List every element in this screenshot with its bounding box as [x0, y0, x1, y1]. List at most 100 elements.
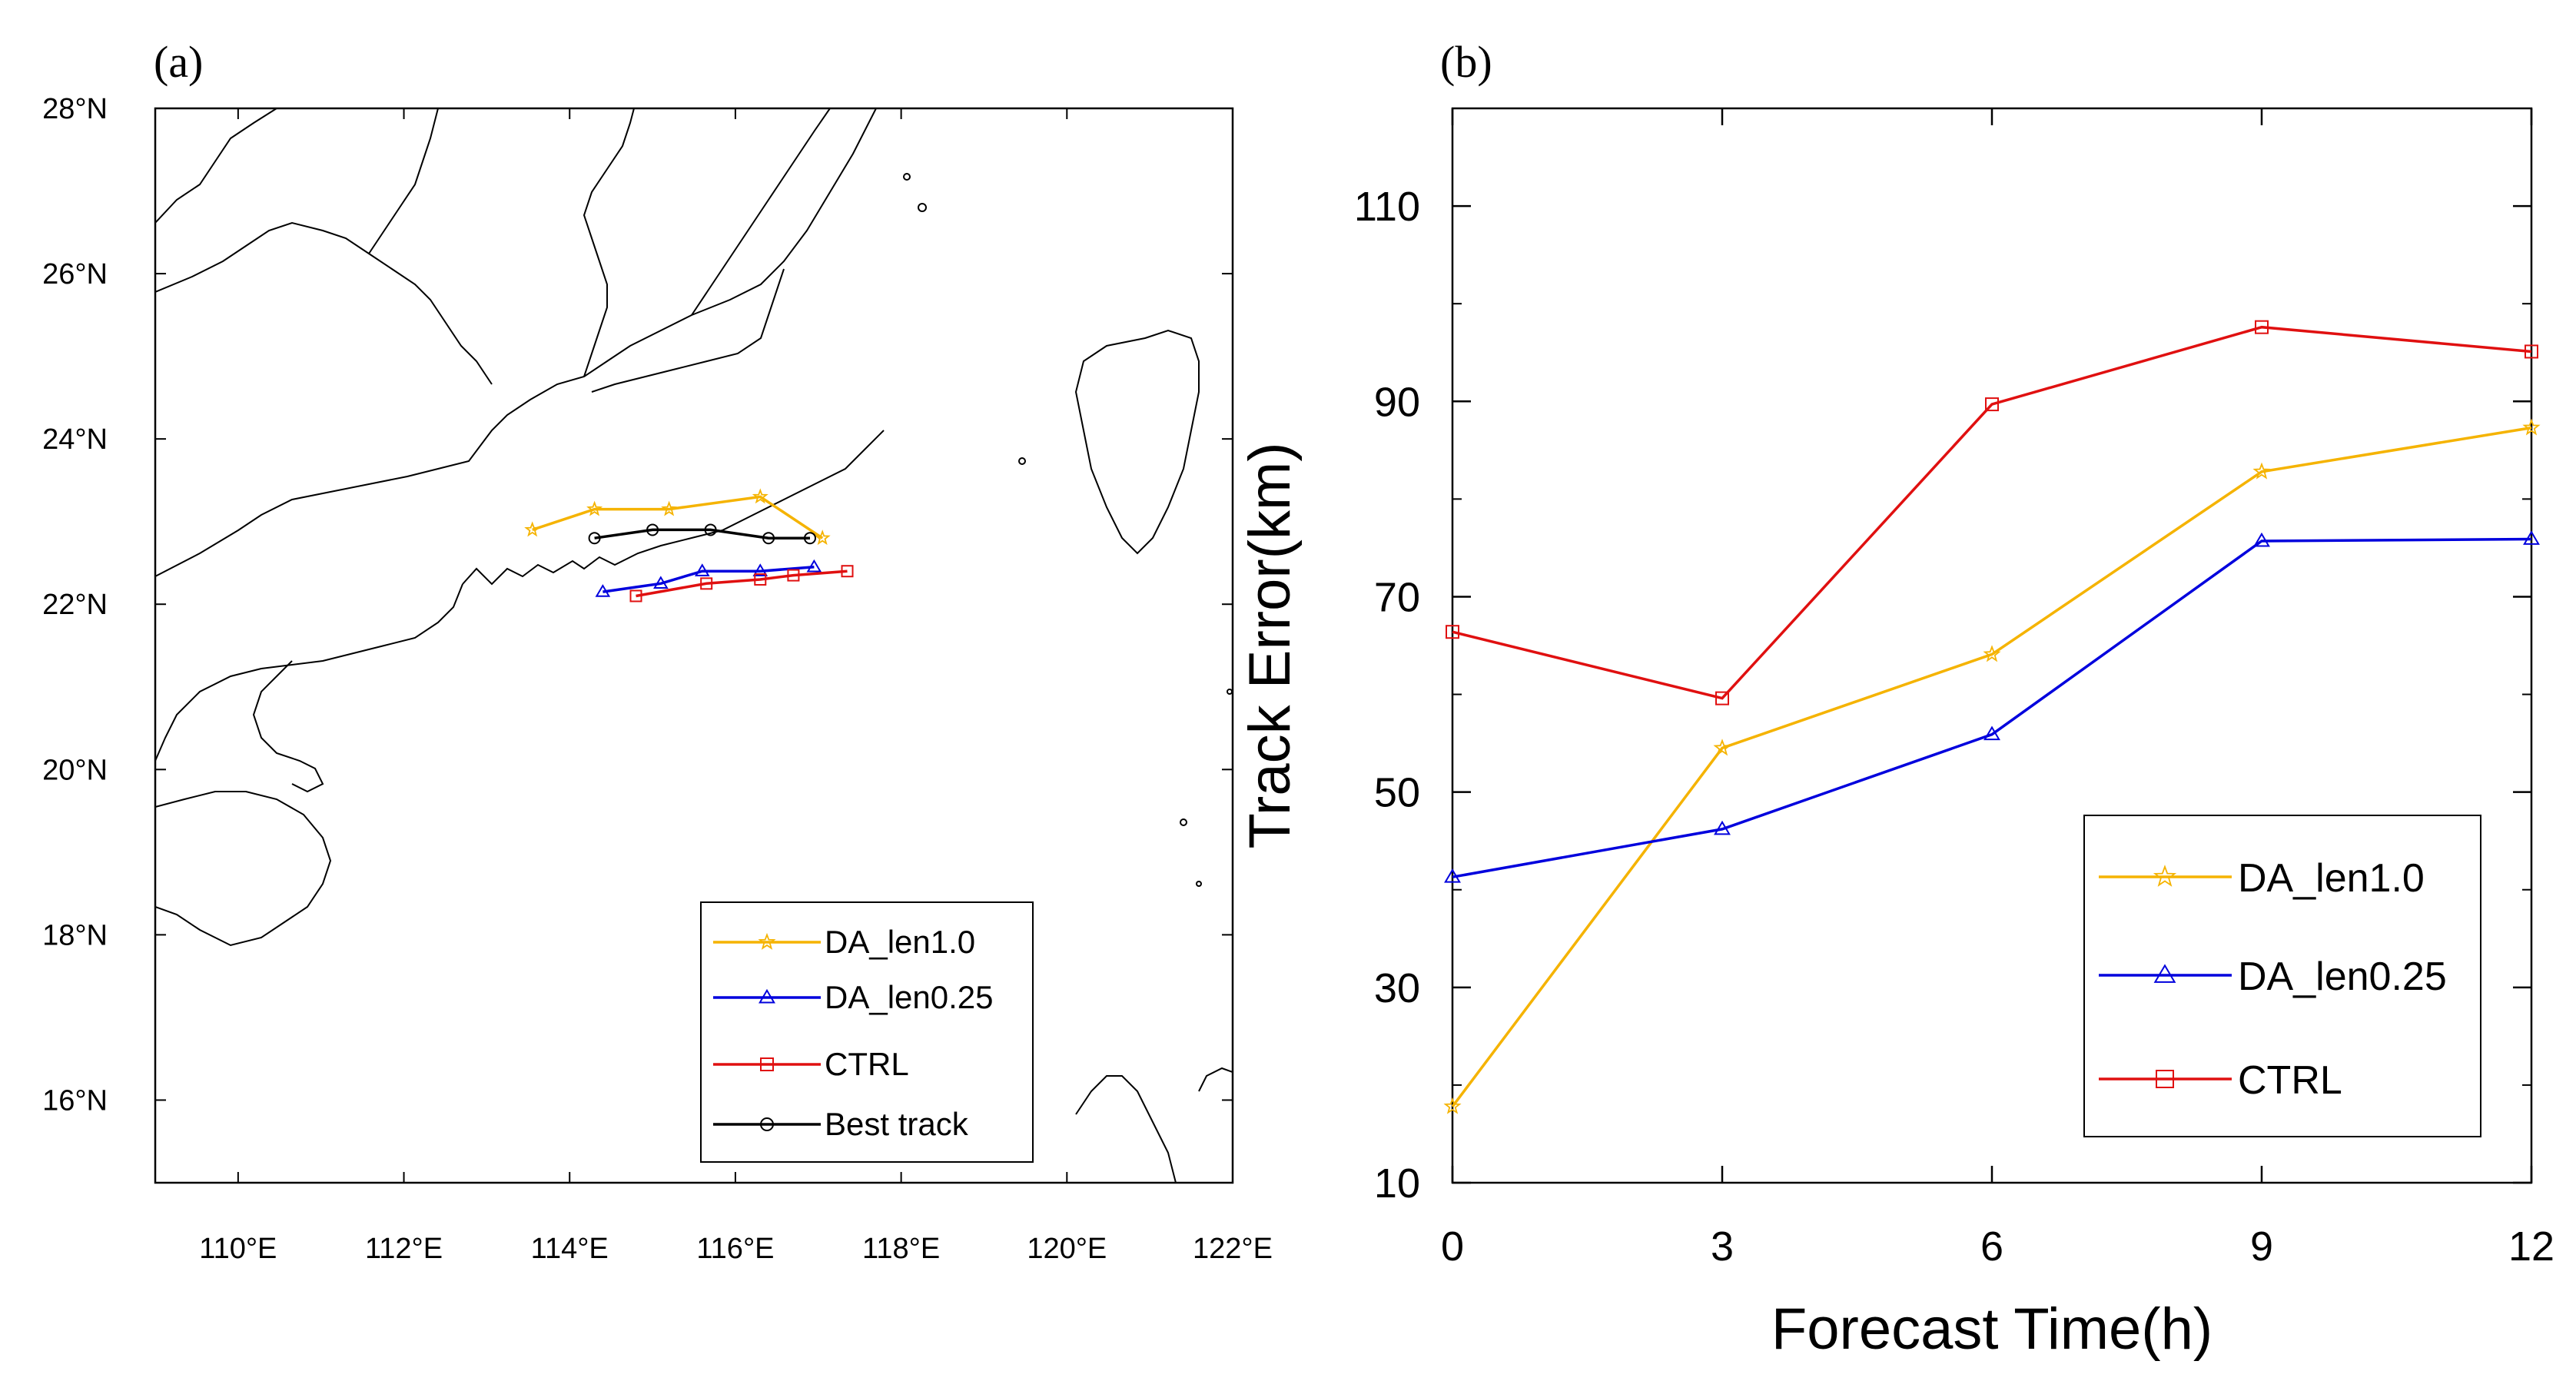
plot-legend-marker-da-len0-25 [2153, 964, 2176, 983]
track-point-ctrl [700, 577, 713, 590]
map-x-tick-label: 118°E [862, 1233, 940, 1265]
track-point-da-len1-0 [586, 500, 603, 516]
series-point-da-len1-0 [2252, 462, 2271, 480]
map-x-tick-label: 110°E [199, 1233, 277, 1265]
panel-a-map: (a) [42, 37, 1273, 1265]
map-y-ticks: 16°N 18°N 20°N 22°N 24°N 26°N 28°N [42, 93, 1233, 1117]
series-line-ctrl [1452, 325, 2532, 700]
plot-legend-marker-ctrl [2156, 1070, 2174, 1088]
plot-legend-label-da-len1-0: DA_len1.0 [2238, 856, 2425, 901]
track-point-ctrl [629, 589, 642, 603]
track-point-da-len1-0 [752, 488, 768, 504]
track-point-da-len0-25 [694, 563, 710, 576]
track-point-da-len0-25 [752, 563, 768, 576]
y-tick-label: 90 [1374, 379, 1420, 425]
y-tick-label: 10 [1374, 1160, 1420, 1207]
map-y-tick-label: 18°N [42, 919, 108, 951]
track-line-da-len1-0 [532, 495, 824, 539]
series-point-da-len1-0 [1983, 645, 2001, 662]
map-x-tick-label: 116°E [696, 1233, 774, 1265]
y-axis-title: Track Error(km) [1237, 442, 1303, 848]
track-line-best-track [594, 528, 810, 539]
y-tick-label: 30 [1374, 965, 1420, 1011]
track-point-ctrl [754, 573, 767, 586]
series-point-ctrl [1715, 691, 1729, 705]
plot-legend-label-ctrl: CTRL [2238, 1058, 2342, 1103]
map-legend-marker-best-track [760, 1117, 774, 1131]
track-point-best-track [803, 532, 816, 545]
map-legend: DA_len1.0 DA_len0.25 CTRL Best track [700, 901, 1034, 1163]
x-tick-label: 9 [2250, 1223, 2273, 1270]
track-point-da-len0-25 [653, 576, 669, 589]
track-point-da-len1-0 [661, 500, 678, 516]
plot-legend-label-da-len0-25: DA_len0.25 [2238, 954, 2447, 999]
track-point-best-track [704, 523, 717, 536]
series-point-ctrl [2255, 320, 2269, 334]
map-x-tick-label: 122°E [1193, 1233, 1273, 1265]
map-x-ticks: 110°E 112°E 114°E 116°E 118°E 120°E 122°E [199, 108, 1273, 1265]
track-point-ctrl [787, 569, 800, 582]
y-tick-label: 110 [1354, 184, 1420, 230]
series-point-da-len0-25 [2253, 532, 2270, 547]
plot-legend: DA_len1.0 DA_len0.25 CTRL [2083, 815, 2481, 1137]
x-tick-label: 12 [2508, 1223, 2554, 1270]
series-point-da-len0-25 [1444, 868, 1461, 883]
map-y-tick-label: 22°N [42, 589, 108, 621]
plot-x-ticks: 0 3 6 9 12 [1441, 108, 2554, 1270]
map-y-tick-label: 16°N [42, 1084, 108, 1117]
map-frame [154, 107, 1234, 1184]
plot-legend-marker-da-len1-0 [2153, 865, 2177, 887]
series-point-da-len0-25 [2523, 530, 2540, 545]
panel-b-label: (b) [1440, 37, 1492, 87]
series-point-da-len1-0 [1713, 739, 1731, 756]
map-legend-label-best-track: Best track [825, 1106, 969, 1142]
series-point-ctrl [1985, 397, 1999, 412]
map-x-tick-label: 114°E [531, 1233, 609, 1265]
series-point-da-len0-25 [1714, 820, 1731, 835]
track-point-best-track [762, 532, 775, 545]
track-line-da-len0-25 [603, 566, 815, 593]
track-point-da-len1-0 [524, 521, 541, 537]
map-x-tick-label: 112°E [365, 1233, 443, 1265]
x-tick-label: 3 [1711, 1223, 1734, 1270]
map-legend-marker-da-len0-25 [759, 988, 775, 1004]
series-line-da-len1-0 [1451, 426, 2532, 1107]
map-y-tick-label: 26°N [42, 258, 108, 290]
map-legend-label-da-len1-0: DA_len1.0 [825, 924, 975, 960]
map-area [155, 108, 1233, 1183]
panel-b-chart: (b) 0 3 6 9 12 10 30 50 70 90 110 Forecast Time(h… [1237, 37, 2554, 1362]
plot-y-ticks: 10 30 50 70 90 110 [1354, 184, 2531, 1207]
map-legend-label-ctrl: CTRL [825, 1046, 909, 1082]
y-tick-label: 70 [1374, 574, 1420, 620]
coastline-borders [155, 108, 1233, 1183]
panel-a-label: (a) [154, 37, 203, 87]
series-point-ctrl [2525, 344, 2538, 359]
x-tick-label: 0 [1441, 1223, 1464, 1270]
track-line-ctrl [636, 569, 848, 598]
series-point-ctrl [1446, 625, 1459, 639]
track-point-best-track [588, 532, 601, 545]
track-point-da-len0-25 [595, 584, 611, 597]
y-tick-label: 50 [1374, 770, 1420, 816]
series-point-da-len1-0 [2522, 418, 2541, 436]
map-legend-label-da-len0-25: DA_len0.25 [825, 979, 994, 1015]
x-tick-label: 6 [1980, 1223, 2003, 1270]
series-point-da-len0-25 [1983, 725, 2000, 741]
map-x-tick-label: 120°E [1027, 1233, 1107, 1265]
plot-series [1443, 320, 2541, 1114]
map-tracks [524, 488, 854, 603]
track-point-da-len1-0 [814, 530, 831, 546]
x-axis-title: Forecast Time(h) [1771, 1296, 2213, 1362]
track-point-best-track [646, 523, 659, 536]
track-point-da-len0-25 [806, 559, 822, 573]
map-y-tick-label: 24°N [42, 423, 108, 456]
map-y-tick-label: 20°N [42, 754, 108, 786]
map-legend-marker-da-len1-0 [758, 932, 776, 950]
series-point-da-len1-0 [1443, 1097, 1462, 1114]
map-legend-box [700, 901, 1034, 1163]
series-line-da-len0-25 [1452, 537, 2532, 878]
track-point-ctrl [841, 565, 854, 578]
map-y-tick-label: 28°N [42, 93, 108, 125]
map-legend-marker-ctrl [760, 1057, 774, 1071]
